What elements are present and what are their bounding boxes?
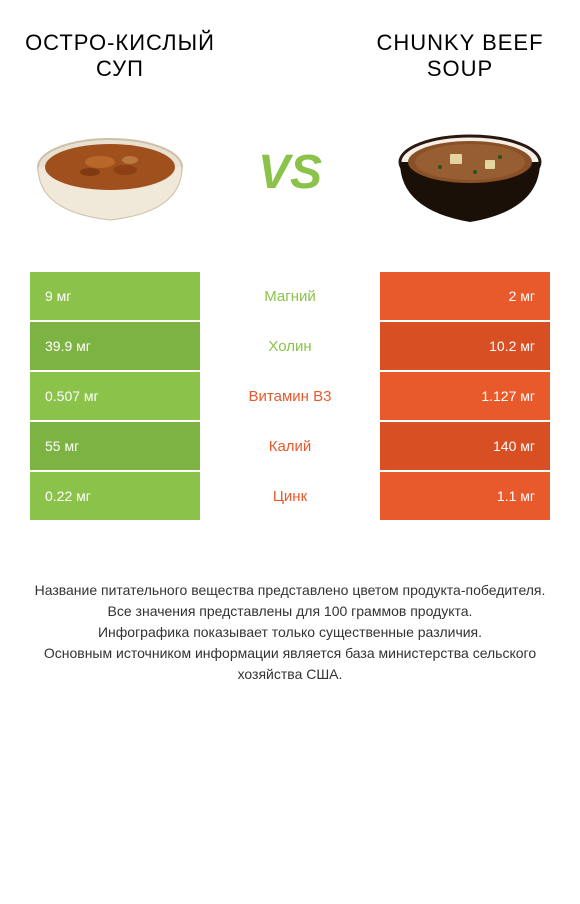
nutrient-row: 0.22 мгЦинк1.1 мг — [30, 472, 550, 520]
nutrient-row: 9 мгМагний2 мг — [30, 272, 550, 320]
cell-nutrient-label: Холин — [200, 322, 380, 370]
footer-line: Все значения представлены для 100 граммо… — [30, 601, 550, 622]
cell-nutrient-label: Магний — [200, 272, 380, 320]
cell-right-value: 140 мг — [380, 422, 550, 470]
header: Остро-кислый суп Chunky Beef Soup — [20, 30, 560, 82]
cell-nutrient-label: Витамин B3 — [200, 372, 380, 420]
soup-bowl-left — [30, 112, 190, 232]
nutrient-row: 0.507 мгВитамин B31.127 мг — [30, 372, 550, 420]
footer-line: Основным источником информации является … — [30, 643, 550, 685]
cell-left-value: 9 мг — [30, 272, 200, 320]
cell-left-value: 39.9 мг — [30, 322, 200, 370]
footer-line: Инфографика показывает только существенн… — [30, 622, 550, 643]
cell-right-value: 1.1 мг — [380, 472, 550, 520]
title-right: Chunky Beef Soup — [360, 30, 560, 82]
nutrient-row: 39.9 мгХолин10.2 мг — [30, 322, 550, 370]
cell-left-value: 0.507 мг — [30, 372, 200, 420]
nutrient-table: 9 мгМагний2 мг39.9 мгХолин10.2 мг0.507 м… — [30, 272, 550, 520]
nutrient-row: 55 мгКалий140 мг — [30, 422, 550, 470]
title-left: Остро-кислый суп — [20, 30, 220, 82]
cell-right-value: 2 мг — [380, 272, 550, 320]
cell-left-value: 0.22 мг — [30, 472, 200, 520]
soup-bowl-right — [390, 112, 550, 232]
images-row: VS — [20, 112, 560, 232]
footer-text: Название питательного вещества представл… — [20, 580, 560, 685]
cell-nutrient-label: Калий — [200, 422, 380, 470]
cell-right-value: 10.2 мг — [380, 322, 550, 370]
cell-nutrient-label: Цинк — [200, 472, 380, 520]
footer-line: Название питательного вещества представл… — [30, 580, 550, 601]
cell-right-value: 1.127 мг — [380, 372, 550, 420]
vs-label: VS — [258, 145, 322, 200]
cell-left-value: 55 мг — [30, 422, 200, 470]
